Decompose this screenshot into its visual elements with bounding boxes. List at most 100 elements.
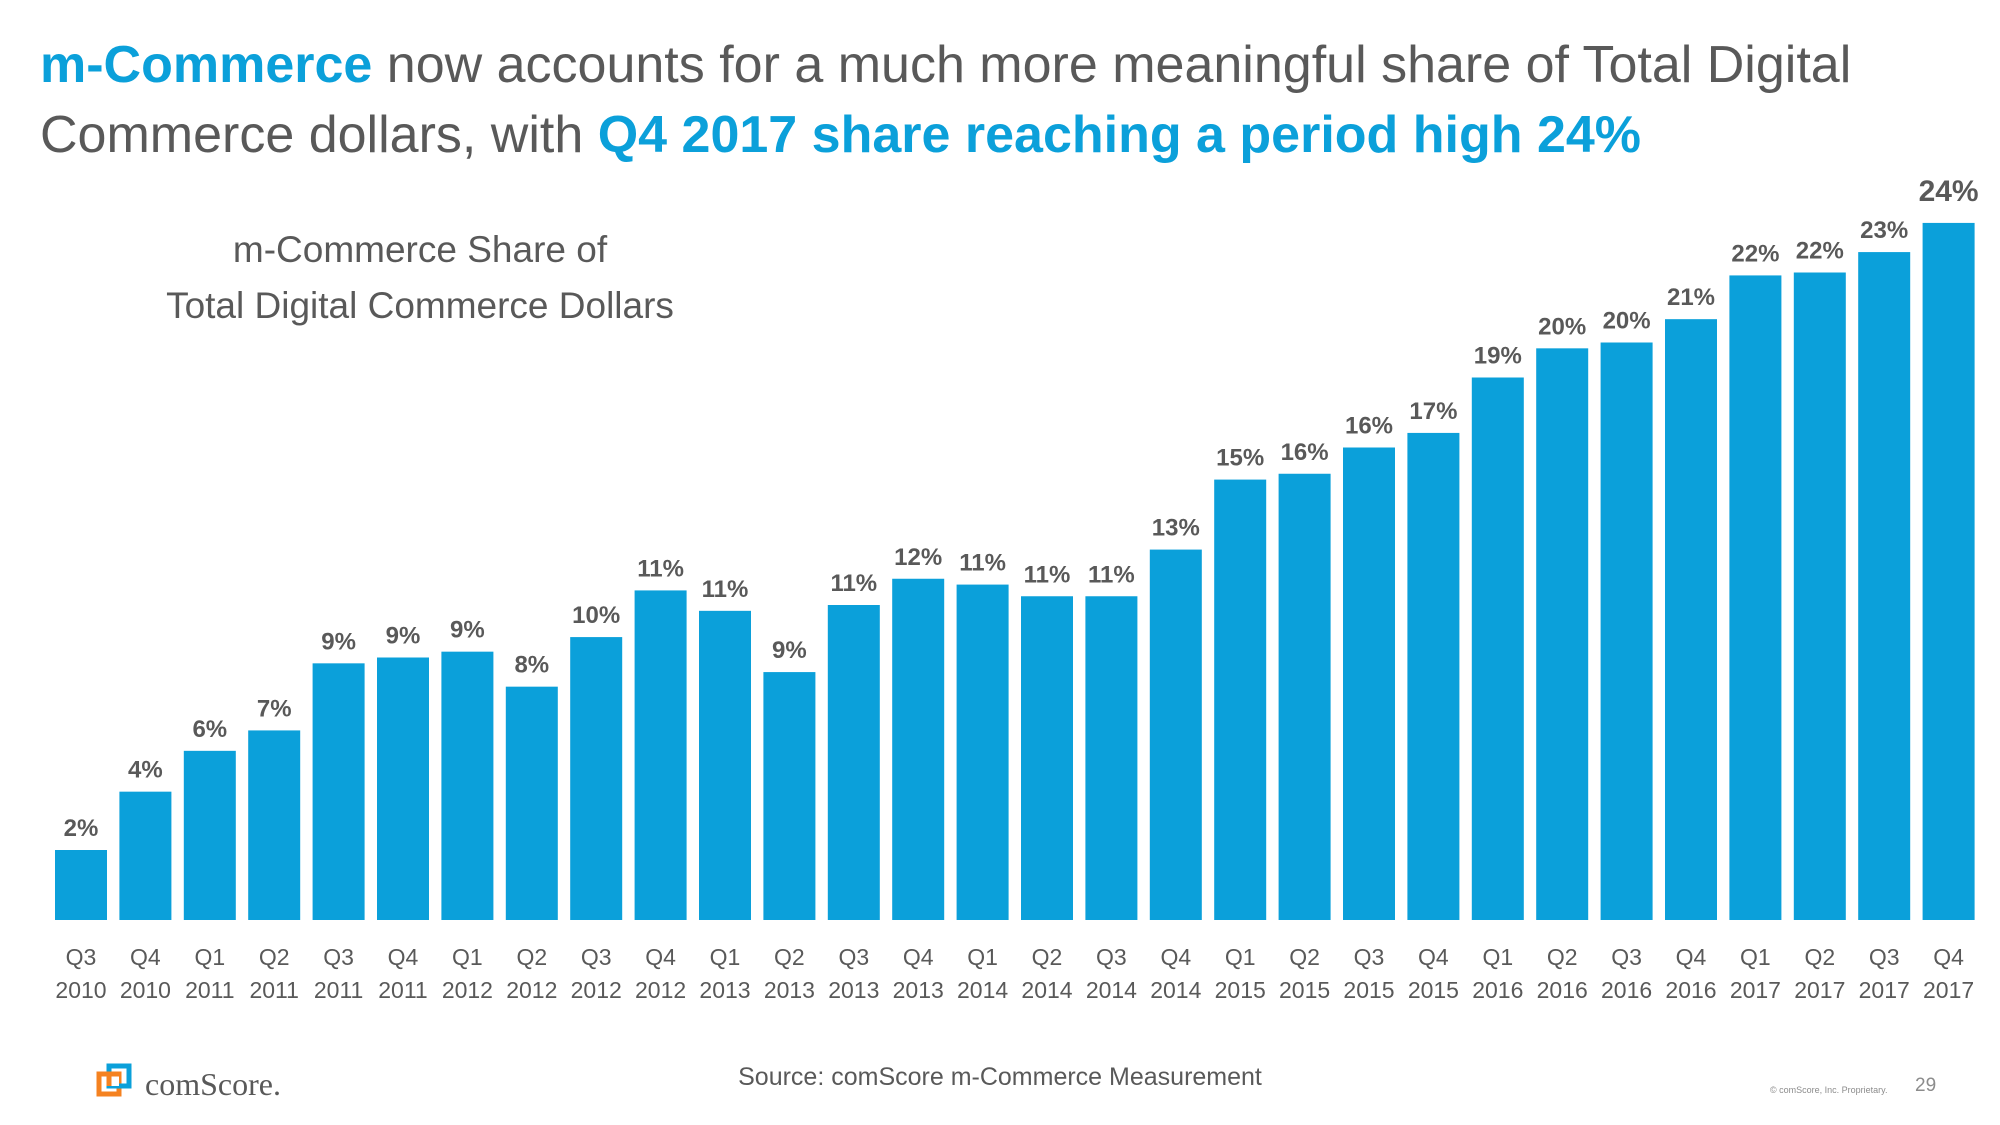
x-tick-year: 2017 xyxy=(1794,977,1845,1003)
bar-q3-2010 xyxy=(55,850,107,920)
data-label: 6% xyxy=(192,716,227,743)
x-tick-year: 2010 xyxy=(120,977,171,1003)
x-tick-quarter: Q1 xyxy=(194,944,225,970)
x-tick-year: 2012 xyxy=(442,977,493,1003)
x-tick-year: 2017 xyxy=(1923,977,1974,1003)
x-tick-quarter: Q2 xyxy=(1804,944,1835,970)
bar-q3-2014 xyxy=(1085,596,1138,920)
data-label: 12% xyxy=(894,544,942,571)
bar-q1-2012 xyxy=(441,651,494,920)
x-tick-quarter: Q1 xyxy=(452,944,483,970)
comscore-logo-text: comScore. xyxy=(145,1066,281,1102)
comscore-logo-icon xyxy=(96,1063,132,1097)
x-tick-quarter: Q1 xyxy=(967,944,998,970)
bar-q1-2013 xyxy=(699,610,751,920)
x-tick-year: 2012 xyxy=(635,977,686,1003)
data-label: 11% xyxy=(1024,561,1071,588)
x-tick-year: 2011 xyxy=(249,977,298,1003)
data-label: 8% xyxy=(514,652,549,679)
data-label: 9% xyxy=(450,617,485,644)
bar-q2-2015 xyxy=(1278,473,1331,920)
bar-q3-2013 xyxy=(827,605,880,920)
x-tick-year: 2014 xyxy=(1021,977,1072,1003)
x-tick-quarter: Q3 xyxy=(1096,944,1127,970)
comscore-logo: comScore. xyxy=(95,1062,281,1102)
x-tick-quarter: Q2 xyxy=(774,944,805,970)
headline-body: now accounts for a much more meaningful … xyxy=(40,36,1852,164)
x-tick-quarter: Q4 xyxy=(1160,944,1191,970)
data-label: 11% xyxy=(959,550,1006,577)
bar-q2-2016 xyxy=(1536,348,1589,920)
bar-q2-2014 xyxy=(1021,596,1073,920)
data-label: 11% xyxy=(1088,561,1135,588)
bar-q2-2011 xyxy=(248,730,301,920)
bar-chart: 2% Q3 2010 4% Q4 2010 6% Q1 2011 7% Q2 2011 9% Q3 2011… xyxy=(55,175,1979,1003)
x-tick-year: 2013 xyxy=(699,977,750,1003)
x-tick-year: 2016 xyxy=(1472,977,1523,1003)
bar-q1-2014 xyxy=(956,584,1009,920)
x-tick-year: 2015 xyxy=(1215,977,1266,1003)
bar-q4-2011 xyxy=(377,657,429,920)
x-tick-year: 2015 xyxy=(1343,977,1394,1003)
chart-title: m-Commerce Share of Total Digital Commer… xyxy=(120,222,720,334)
x-tick-quarter: Q3 xyxy=(1354,944,1385,970)
x-tick-quarter: Q4 xyxy=(388,944,419,970)
data-label: 16% xyxy=(1281,439,1329,466)
x-tick-year: 2014 xyxy=(1150,977,1201,1003)
x-tick-year: 2016 xyxy=(1665,977,1716,1003)
bar-q1-2017 xyxy=(1729,275,1782,921)
x-tick-year: 2017 xyxy=(1859,977,1910,1003)
data-label: 11% xyxy=(702,576,749,603)
x-tick-year: 2014 xyxy=(957,977,1008,1003)
bar-q2-2012 xyxy=(505,686,558,920)
x-tick-year: 2014 xyxy=(1086,977,1137,1003)
data-label: 15% xyxy=(1216,445,1264,472)
bar-q4-2016 xyxy=(1665,319,1717,921)
bar-q4-2017 xyxy=(1922,222,1975,920)
x-tick-year: 2012 xyxy=(571,977,622,1003)
bar-q4-2015 xyxy=(1407,432,1460,920)
headline-accent-q4: Q4 2017 share reaching a period high 24% xyxy=(597,106,1642,164)
x-tick-quarter: Q2 xyxy=(1289,944,1320,970)
x-tick-quarter: Q2 xyxy=(516,944,547,970)
data-label: 13% xyxy=(1152,515,1200,542)
data-label: 11% xyxy=(637,555,684,582)
data-label: 2% xyxy=(64,815,99,842)
data-label: 24% xyxy=(1919,175,1979,208)
data-label: 16% xyxy=(1345,413,1393,440)
x-tick-quarter: Q3 xyxy=(1869,944,1900,970)
x-tick-year: 2011 xyxy=(314,977,363,1003)
x-tick-year: 2016 xyxy=(1601,977,1652,1003)
x-tick-quarter: Q4 xyxy=(1418,944,1449,970)
data-label: 23% xyxy=(1860,217,1908,244)
bar-q3-2017 xyxy=(1858,252,1911,921)
bar-q1-2016 xyxy=(1471,377,1524,920)
x-tick-year: 2012 xyxy=(506,977,557,1003)
x-tick-year: 2011 xyxy=(185,977,234,1003)
x-tick-quarter: Q3 xyxy=(1611,944,1642,970)
source-note: Source: comScore m-Commerce Measurement xyxy=(738,1063,1262,1091)
x-tick-quarter: Q3 xyxy=(838,944,869,970)
copyright-note: © comScore, Inc. Proprietary. xyxy=(1770,1085,1888,1095)
x-tick-quarter: Q3 xyxy=(66,944,97,970)
x-tick-quarter: Q4 xyxy=(1933,944,1964,970)
page-number: 29 xyxy=(1915,1075,1937,1096)
data-label: 22% xyxy=(1796,238,1844,265)
data-label: 10% xyxy=(572,602,620,629)
bar-q1-2011 xyxy=(183,750,236,920)
x-tick-year: 2013 xyxy=(893,977,944,1003)
data-label: 20% xyxy=(1603,308,1651,335)
bar-q3-2011 xyxy=(312,663,365,920)
x-tick-quarter: Q1 xyxy=(1225,944,1256,970)
data-label: 7% xyxy=(257,695,292,722)
x-tick-year: 2017 xyxy=(1730,977,1781,1003)
x-tick-quarter: Q1 xyxy=(710,944,741,970)
data-label: 9% xyxy=(386,623,421,650)
x-tick-quarter: Q1 xyxy=(1740,944,1771,970)
x-tick-year: 2011 xyxy=(378,977,427,1003)
data-label: 4% xyxy=(128,757,163,784)
data-label: 9% xyxy=(321,628,356,655)
data-label: 19% xyxy=(1474,343,1522,370)
data-label: 9% xyxy=(772,637,807,664)
chart-title-line-1: m-Commerce Share of xyxy=(232,229,608,270)
